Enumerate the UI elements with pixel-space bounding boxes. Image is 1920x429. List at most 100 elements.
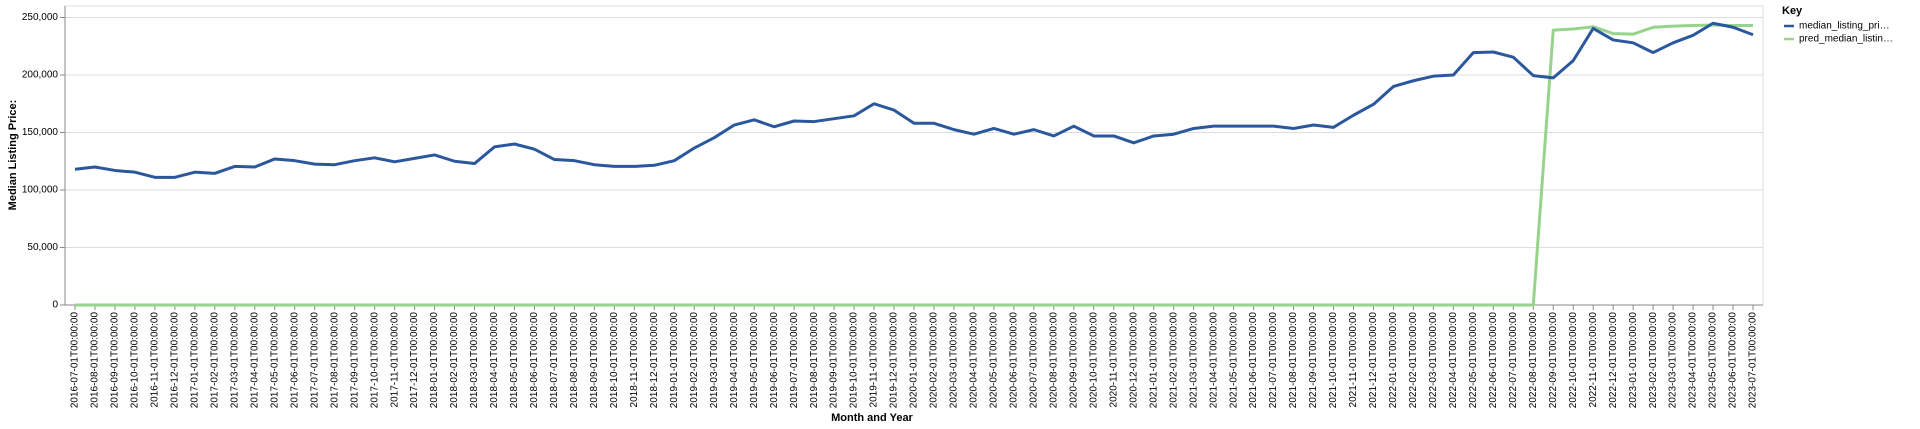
x-tick-label: 2021-12-01T00:00:00 [1368,312,1379,409]
x-tick-label: 2022-07-01T00:00:00 [1508,312,1519,409]
x-tick-label: 2020-02-01T00:00:00 [929,312,940,409]
x-tick-label: 2021-10-01T00:00:00 [1328,312,1339,409]
x-tick-label: 2019-07-01T00:00:00 [789,312,800,409]
x-tick-label: 2019-05-01T00:00:00 [749,312,760,409]
x-tick-label: 2021-01-01T00:00:00 [1148,312,1159,409]
x-tick-label: 2022-03-01T00:00:00 [1428,312,1439,409]
x-tick-label: 2021-08-01T00:00:00 [1288,312,1299,409]
x-tick-label: 2022-04-01T00:00:00 [1448,312,1459,409]
y-tick-label: 200,000 [22,70,59,81]
x-tick-label: 2018-02-01T00:00:00 [449,312,460,409]
x-tick-label: 2019-12-01T00:00:00 [889,312,900,409]
legend-title: Key [1782,5,1803,17]
x-tick-label: 2018-06-01T00:00:00 [529,312,540,409]
x-tick-label: 2019-08-01T00:00:00 [809,312,820,409]
x-tick-label: 2017-01-01T00:00:00 [189,312,200,409]
x-tick-label: 2016-10-01T00:00:00 [130,312,141,409]
series-line [74,21,1754,179]
x-tick-label: 2018-05-01T00:00:00 [509,312,520,409]
x-tick-label: 2022-08-01T00:00:00 [1528,312,1539,409]
y-tick-label: 0 [52,300,58,311]
y-axis-title: Median Listing Price: [7,100,19,211]
x-tick-label: 2021-04-01T00:00:00 [1208,312,1219,409]
legend-label: pred_median_listin… [1799,34,1893,45]
x-tick-label: 2022-11-01T00:00:00 [1588,312,1599,408]
x-tick-label: 2017-12-01T00:00:00 [409,312,420,409]
x-tick-label: 2021-11-01T00:00:00 [1348,312,1359,408]
x-tick-label: 2017-06-01T00:00:00 [289,312,300,409]
x-tick-label: 2020-11-01T00:00:00 [1108,312,1119,408]
x-tick-label: 2020-09-01T00:00:00 [1068,312,1079,409]
x-tick-label: 2021-03-01T00:00:00 [1188,312,1199,409]
x-tick-label: 2017-09-01T00:00:00 [349,312,360,409]
x-tick-label: 2019-11-01T00:00:00 [869,312,880,408]
x-tick-label: 2018-11-01T00:00:00 [629,312,640,408]
x-tick-label: 2017-08-01T00:00:00 [329,312,340,409]
x-tick-label: 2020-10-01T00:00:00 [1088,312,1099,409]
x-tick-label: 2023-05-01T00:00:00 [1708,312,1719,409]
x-tick-label: 2018-07-01T00:00:00 [549,312,560,409]
y-tick-label: 150,000 [22,127,59,138]
plot-frame [64,5,1764,306]
x-tick-label: 2016-09-01T00:00:00 [110,312,121,409]
x-tick-label: 2016-11-01T00:00:00 [150,312,161,408]
x-tick-label: 2022-10-01T00:00:00 [1568,312,1579,409]
x-tick-label: 2021-07-01T00:00:00 [1268,312,1279,409]
x-tick-label: 2020-03-01T00:00:00 [949,312,960,409]
x-tick-label: 2021-06-01T00:00:00 [1248,312,1259,409]
x-axis-title: Month and Year [831,412,913,424]
y-tick-label: 50,000 [27,242,58,253]
x-tick-label: 2021-09-01T00:00:00 [1308,312,1319,409]
x-tick-label: 2020-12-01T00:00:00 [1128,312,1139,409]
x-tick-label: 2016-08-01T00:00:00 [90,312,101,409]
x-tick-label: 2018-04-01T00:00:00 [489,312,500,409]
y-tick-label: 250,000 [22,12,59,23]
x-tick-label: 2022-12-01T00:00:00 [1608,312,1619,409]
x-tick-label: 2019-04-01T00:00:00 [729,312,740,409]
x-tick-label: 2020-05-01T00:00:00 [989,312,1000,409]
x-tick-label: 2019-01-01T00:00:00 [669,312,680,409]
x-tick-label: 2017-03-01T00:00:00 [229,312,240,409]
x-tick-label: 2020-08-01T00:00:00 [1048,312,1059,409]
x-tick-label: 2022-06-01T00:00:00 [1488,312,1499,409]
x-tick-label: 2017-02-01T00:00:00 [209,312,220,409]
x-tick-label: 2017-05-01T00:00:00 [269,312,280,409]
x-tick-label: 2018-12-01T00:00:00 [649,312,660,409]
x-tick-label: 2022-09-01T00:00:00 [1548,312,1559,409]
y-tick-label: 100,000 [22,185,59,196]
x-tick-label: 2017-11-01T00:00:00 [389,312,400,408]
x-tick-label: 2017-04-01T00:00:00 [249,312,260,409]
x-tick-label: 2022-02-01T00:00:00 [1408,312,1419,409]
x-tick-label: 2018-09-01T00:00:00 [589,312,600,409]
x-tick-label: 2018-01-01T00:00:00 [429,312,440,409]
x-tick-label: 2023-02-01T00:00:00 [1648,312,1659,409]
x-tick-label: 2022-01-01T00:00:00 [1388,312,1399,409]
x-tick-label: 2020-07-01T00:00:00 [1028,312,1039,409]
x-tick-label: 2019-02-01T00:00:00 [689,312,700,409]
x-tick-label: 2017-10-01T00:00:00 [369,312,380,409]
x-tick-label: 2017-07-01T00:00:00 [309,312,320,409]
x-tick-label: 2020-06-01T00:00:00 [1009,312,1020,409]
series-line [74,23,1754,307]
x-tick-label: 2023-01-01T00:00:00 [1628,312,1639,409]
x-tick-label: 2023-06-01T00:00:00 [1728,312,1739,409]
x-tick-label: 2023-03-01T00:00:00 [1668,312,1679,409]
x-tick-label: 2018-03-01T00:00:00 [469,312,480,409]
x-tick-label: 2022-05-01T00:00:00 [1468,312,1479,409]
x-tick-label: 2019-09-01T00:00:00 [829,312,840,409]
x-tick-label: 2023-04-01T00:00:00 [1688,312,1699,409]
x-tick-label: 2019-10-01T00:00:00 [849,312,860,409]
x-tick-label: 2020-04-01T00:00:00 [969,312,980,409]
x-tick-label: 2021-02-01T00:00:00 [1168,312,1179,409]
x-tick-label: 2018-10-01T00:00:00 [609,312,620,409]
x-tick-label: 2019-03-01T00:00:00 [709,312,720,409]
x-tick-label: 2021-05-01T00:00:00 [1228,312,1239,409]
x-tick-label: 2016-07-01T00:00:00 [70,312,81,409]
legend-label: median_listing_pri… [1799,21,1890,32]
x-tick-label: 2016-12-01T00:00:00 [170,312,181,409]
x-tick-label: 2018-08-01T00:00:00 [569,312,580,409]
x-tick-label: 2023-07-01T00:00:00 [1748,312,1759,409]
x-tick-label: 2020-01-01T00:00:00 [909,312,920,409]
x-tick-label: 2019-06-01T00:00:00 [769,312,780,409]
